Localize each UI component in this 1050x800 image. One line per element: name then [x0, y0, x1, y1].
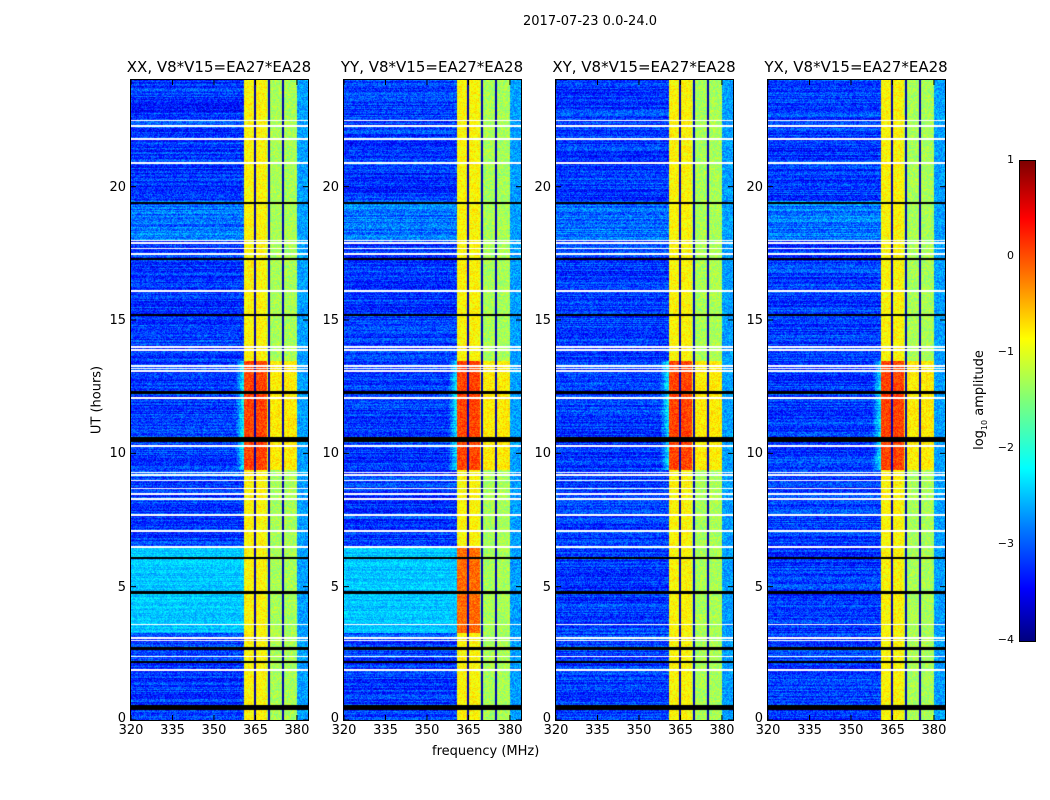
x-tick-label: 380 [284, 723, 310, 738]
x-tick-label: 335 [373, 723, 398, 738]
y-tick-label: 5 [754, 579, 763, 595]
x-tick-label: 350 [626, 723, 652, 738]
x-tick-label: 320 [755, 723, 781, 738]
heatmap-panel-1 [343, 79, 522, 721]
panel-title: YY, V8*V15=EA27*EA28 [340, 58, 524, 76]
y-tick-label: 0 [754, 711, 763, 726]
x-tick-label: 320 [118, 723, 144, 738]
colorbar-tick-label: 1 [1007, 153, 1014, 166]
x-tick-label: 335 [797, 723, 822, 738]
y-tick-label: 10 [534, 446, 551, 462]
heatmap-image [344, 80, 521, 720]
x-tick-label: 335 [160, 723, 185, 738]
y-tick-label: 10 [109, 446, 126, 462]
heatmap-image [556, 80, 733, 720]
x-tick-label: 380 [921, 723, 947, 738]
x-tick-label: 365 [668, 723, 693, 738]
y-tick-label: 15 [534, 313, 551, 328]
y-tick-label: 0 [542, 711, 551, 726]
y-axis-label: UT (hours) [89, 365, 105, 435]
x-tick-label: 380 [709, 723, 735, 738]
x-tick-label: 380 [497, 723, 523, 738]
y-tick-label: 20 [534, 179, 551, 195]
colorbar-tick-label: 0 [1007, 249, 1014, 262]
y-tick-label: 5 [330, 579, 339, 595]
y-tick-label: 10 [746, 446, 763, 462]
x-tick-label: 365 [456, 723, 481, 738]
x-tick-label: 350 [414, 723, 440, 738]
heatmap-image [768, 80, 945, 720]
colorbar-tick-label: −2 [997, 441, 1014, 454]
y-tick-label: 0 [117, 711, 126, 726]
colorbar-tick-label: −3 [997, 537, 1014, 550]
x-axis-label: frequency (MHz) [432, 744, 540, 759]
y-tick-label: 10 [322, 446, 339, 462]
heatmap-panel-3 [767, 79, 946, 721]
y-tick-label: 20 [746, 179, 763, 195]
y-tick-label: 15 [322, 313, 339, 328]
y-tick-label: 20 [322, 179, 339, 195]
y-tick-label: 5 [117, 579, 126, 595]
x-tick-label: 320 [331, 723, 357, 738]
colorbar [1019, 160, 1036, 642]
y-tick-label: 20 [109, 179, 126, 195]
y-tick-label: 15 [746, 313, 763, 328]
figure-title: 2017-07-23 0.0-24.0 [523, 14, 657, 29]
x-tick-label: 365 [243, 723, 268, 738]
heatmap-panel-2 [555, 79, 734, 721]
heatmap-panel-0 [130, 79, 309, 721]
x-tick-label: 350 [201, 723, 227, 738]
x-tick-label: 365 [880, 723, 905, 738]
x-tick-label: 320 [543, 723, 569, 738]
colorbar-tick-label: −4 [997, 633, 1014, 646]
heatmap-image [131, 80, 308, 720]
panel-title: XY, V8*V15=EA27*EA28 [552, 58, 736, 76]
x-tick-label: 335 [585, 723, 610, 738]
colorbar-label: log10 amplitude [972, 350, 989, 450]
y-tick-label: 5 [542, 579, 551, 595]
panel-title: YX, V8*V15=EA27*EA28 [764, 58, 948, 76]
colorbar-tick-label: −1 [997, 345, 1014, 358]
x-tick-label: 350 [838, 723, 864, 738]
panel-title: XX, V8*V15=EA27*EA28 [126, 58, 312, 76]
y-tick-label: 0 [330, 711, 339, 726]
y-tick-label: 15 [109, 313, 126, 328]
